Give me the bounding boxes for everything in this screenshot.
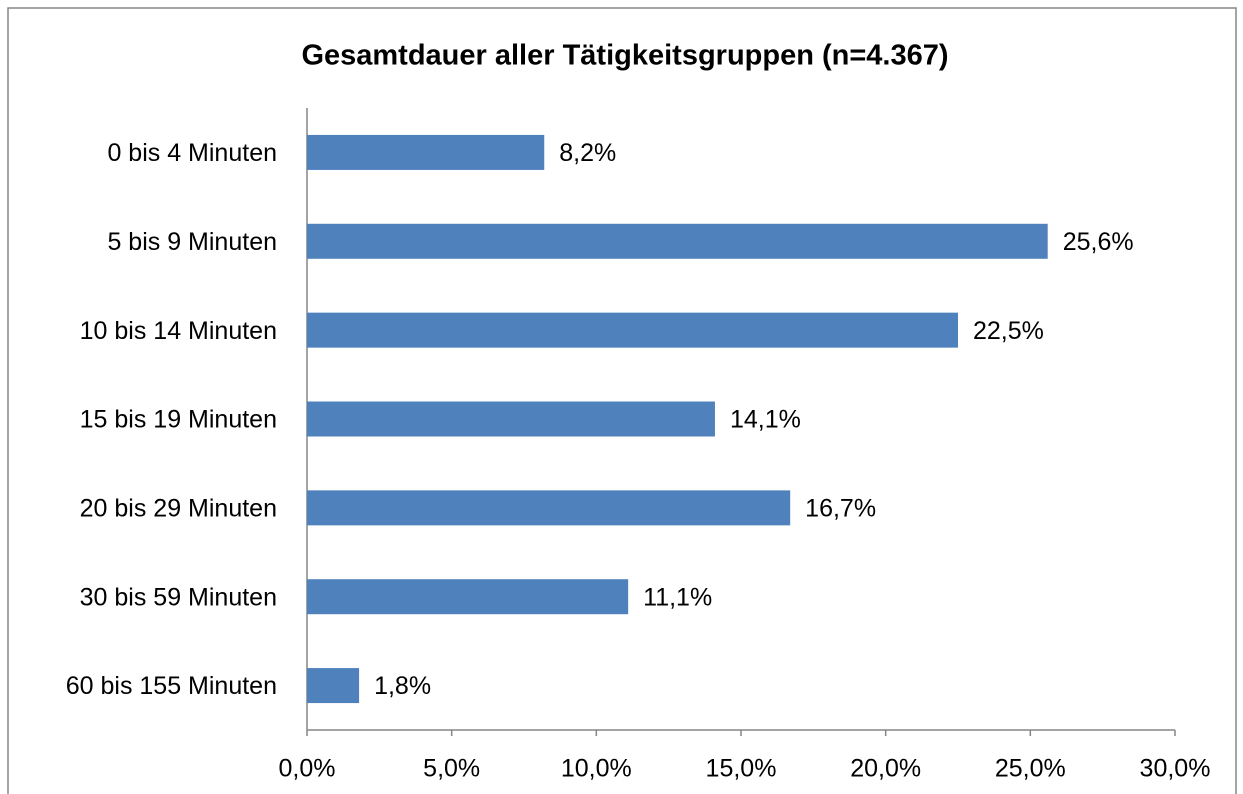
y-tick-label: 10 bis 14 Minuten — [80, 317, 277, 345]
y-tick-label: 30 bis 59 Minuten — [80, 583, 277, 611]
value-label: 1,8% — [374, 672, 431, 700]
bar — [307, 579, 629, 615]
x-tick-label: 25,0% — [995, 755, 1066, 783]
x-tick-label: 0,0% — [279, 755, 336, 783]
bar — [307, 668, 360, 704]
bar — [307, 490, 791, 526]
chart-title: Gesamtdauer aller Tätigkeitsgruppen (n=4… — [301, 40, 948, 72]
value-label: 25,6% — [1063, 228, 1134, 256]
y-tick-label: 0 bis 4 Minuten — [107, 139, 277, 167]
bar — [307, 223, 1048, 259]
value-label: 14,1% — [730, 406, 801, 434]
x-tick-label: 10,0% — [561, 755, 632, 783]
value-label: 16,7% — [805, 494, 876, 522]
y-tick-label: 20 bis 29 Minuten — [80, 494, 277, 522]
chart-border — [7, 7, 1237, 794]
x-tick-label: 30,0% — [1140, 755, 1211, 783]
y-tick-label: 60 bis 155 Minuten — [66, 672, 277, 700]
y-tick-label: 15 bis 19 Minuten — [80, 406, 277, 434]
x-tick-label: 15,0% — [706, 755, 777, 783]
value-label: 8,2% — [559, 139, 616, 167]
x-tick-label: 20,0% — [850, 755, 921, 783]
bar — [307, 312, 958, 348]
y-tick-label: 5 bis 9 Minuten — [107, 228, 277, 256]
x-tick-label: 5,0% — [423, 755, 480, 783]
value-label: 22,5% — [973, 317, 1044, 345]
bar — [307, 134, 545, 170]
bar — [307, 401, 715, 437]
value-label: 11,1% — [643, 583, 712, 611]
